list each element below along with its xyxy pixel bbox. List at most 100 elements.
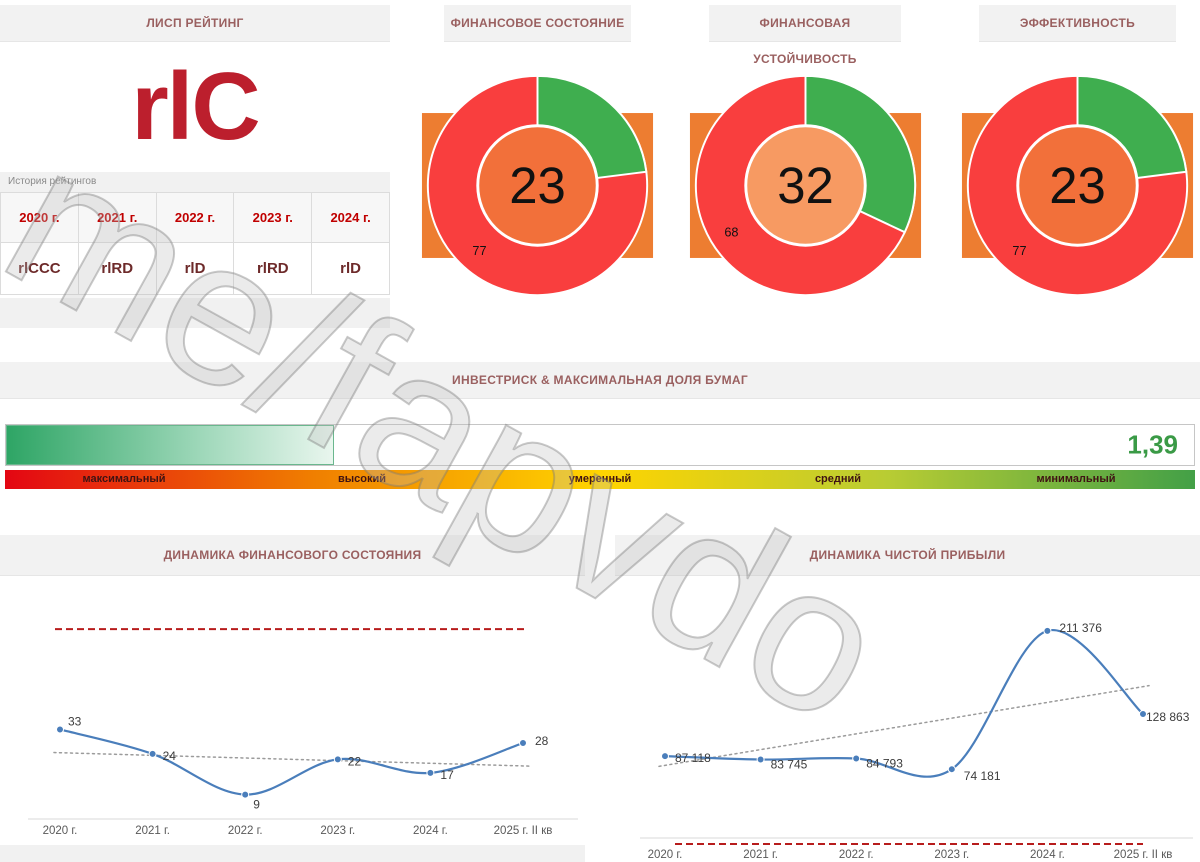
history-value-cell: rlCCC [0, 242, 79, 295]
data-point-marker [947, 765, 956, 774]
gauge-value: 1,39 [1127, 429, 1178, 460]
risk-scale-label: средний [814, 473, 862, 485]
chart-title: ДИНАМИКА ЧИСТОЙ ПРИБЫЛИ [809, 548, 1006, 562]
net-profit-dynamics-chart: 87 118 83 745 84 793 74 181 211 376 128 863 20… [640, 621, 1193, 861]
data-point-marker [241, 790, 250, 799]
x-axis-category-label: 2023 г. [320, 825, 355, 837]
efficiency-donut-chart: 23 77 [961, 74, 1194, 297]
donut-title: ЭФФЕКТИВНОСТЬ [1019, 16, 1136, 30]
donut-title: ФИНАНСОВАЯ УСТОЙЧИВОСТЬ [753, 16, 857, 66]
history-year-cell: 2020 г. [0, 192, 79, 243]
financial-stability-header: ФИНАНСОВАЯ УСТОЙЧИВОСТЬ [709, 5, 901, 66]
data-point-label: 24 [163, 749, 177, 763]
chart-footer-strip [0, 845, 585, 862]
x-axis-category-label: 2022 г. [839, 849, 874, 861]
history-values-row: rlCCC rlRD rlD rlRD rlD [0, 242, 390, 295]
history-value-cell: rlRD [233, 242, 313, 295]
donut-center-value: 32 [777, 157, 834, 214]
trend-dotted-line [53, 751, 530, 767]
net-profit-dynamics-header: ДИНАМИКА ЧИСТОЙ ПРИБЫЛИ [615, 535, 1200, 576]
risk-scale-label: максимальный [82, 473, 166, 485]
rating-footer-strip [0, 298, 390, 328]
financial-state-dynamics-chart: 33 24 9 22 17 28 2020 г. 2021 г. 2022 г. 2023 г. 2… [28, 628, 578, 837]
donut-center [476, 124, 599, 247]
financial-stability-panel: ФИНАНСОВАЯ УСТОЙЧИВОСТЬ 32 68 [685, 5, 925, 345]
data-point-marker [56, 725, 64, 734]
history-value-cell: rlD [311, 242, 390, 295]
data-point-label: 84 793 [866, 756, 903, 770]
donut-rest-label: 77 [472, 243, 486, 258]
data-point-marker [1043, 626, 1052, 635]
data-point-label: 128 863 [1146, 710, 1190, 724]
donut-wrap: 23 77 [420, 68, 655, 303]
rating-title: ЛИСП РЕЙТИНГ [146, 16, 244, 30]
efficiency-panel: ЭФФЕКТИВНОСТЬ 23 77 [955, 5, 1200, 345]
invest-risk-header: ИНВЕСТРИСК & МАКСИМАЛЬНАЯ ДОЛЯ БУМАГ [0, 362, 1200, 399]
x-axis-category-label: 2024 г. [1030, 849, 1065, 861]
rating-history-table: 2020 г. 2021 г. 2022 г. 2023 г. 2024 г. rlCC… [0, 192, 390, 295]
gauge-bar: 1,39 [5, 424, 1195, 466]
rating-current-value: rlC [131, 53, 260, 160]
data-point-marker [148, 749, 157, 758]
gauge-fill [6, 425, 334, 465]
net-profit-dynamics-panel: ДИНАМИКА ЧИСТОЙ ПРИБЫЛИ 87 118 83 745 84 7… [615, 535, 1200, 862]
risk-scale-label: умеренный [568, 473, 632, 485]
data-point-label: 17 [440, 768, 454, 782]
donut-rest-label: 68 [724, 224, 738, 239]
x-axis-category-label: 2020 г. [648, 849, 683, 861]
financial-state-panel: ФИНАНСОВОЕ СОСТОЯНИЕ 23 77 [420, 5, 655, 345]
donut-center-value: 23 [1049, 157, 1106, 214]
x-axis-category-label: 2023 г. [934, 849, 969, 861]
x-axis-category-label: 2024 г. [413, 825, 448, 837]
rating-history-label: История рейтингов [0, 172, 390, 192]
efficiency-header: ЭФФЕКТИВНОСТЬ [979, 5, 1176, 42]
data-point-label: 28 [535, 734, 549, 748]
data-point-marker [852, 754, 861, 763]
financial-state-dynamics-header: ДИНАМИКА ФИНАНСОВОГО СОСТОЯНИЯ [0, 535, 585, 576]
data-point-label: 83 745 [771, 758, 808, 772]
data-point-marker [426, 768, 435, 777]
data-point-marker [756, 755, 765, 764]
gauge-risk-scale: максимальный высокий умеренный средний миним… [5, 470, 1195, 489]
history-year-cell: 2021 г. [77, 192, 157, 243]
history-value-cell: rlRD [77, 242, 157, 295]
x-axis-category-label: 2025 г. II кв [1114, 849, 1173, 861]
risk-scale-label: высокий [337, 473, 387, 485]
rating-panel: ЛИСП РЕЙТИНГ rlC История рейтингов 2020 … [0, 5, 390, 345]
history-year-cell: 2023 г. [233, 192, 313, 243]
chart-title: ДИНАМИКА ФИНАНСОВОГО СОСТОЯНИЯ [163, 548, 422, 562]
history-year-cell: 2024 г. [311, 192, 390, 243]
donut-center [743, 124, 867, 247]
donut-center-value: 23 [509, 157, 566, 214]
trend-dotted-line [658, 684, 1150, 768]
x-axis-category-label: 2022 г. [228, 825, 263, 837]
donut-title: ФИНАНСОВОЕ СОСТОЯНИЕ [450, 16, 625, 30]
data-point-label: 9 [253, 798, 260, 812]
invest-risk-gauge: 1,39 максимальный высокий умеренный средний… [5, 424, 1195, 489]
top-row: ЛИСП РЕЙТИНГ rlC История рейтингов 2020 … [0, 5, 1200, 345]
x-axis-category-label: 2021 г. [743, 849, 778, 861]
data-point-marker [333, 755, 342, 764]
donut-wrap: 23 77 [955, 68, 1200, 303]
data-point-label: 87 118 [675, 751, 711, 765]
history-years-row: 2020 г. 2021 г. 2022 г. 2023 г. 2024 г. [0, 192, 390, 243]
series-line [663, 629, 1145, 778]
data-point-label: 22 [348, 754, 362, 768]
data-point-marker [661, 752, 669, 761]
financial-state-donut-chart: 23 77 [421, 74, 654, 297]
data-point-label: 33 [68, 714, 82, 728]
x-axis-category-label: 2021 г. [135, 825, 170, 837]
history-value-cell: rlD [155, 242, 235, 295]
financial-stability-donut-chart: 32 68 [689, 74, 921, 297]
data-point-label: 74 181 [964, 769, 1001, 783]
financial-state-header: ФИНАНСОВОЕ СОСТОЯНИЕ [444, 5, 631, 42]
data-point-marker [519, 739, 527, 748]
invest-risk-title: ИНВЕСТРИСК & МАКСИМАЛЬНАЯ ДОЛЯ БУМАГ [452, 373, 748, 387]
rating-panel-header: ЛИСП РЕЙТИНГ [0, 5, 390, 42]
donut-center [1016, 124, 1139, 247]
donut-rest-label: 77 [1012, 243, 1026, 258]
history-year-cell: 2022 г. [155, 192, 235, 243]
series-line [58, 728, 525, 796]
donut-wrap: 32 68 [685, 68, 925, 303]
